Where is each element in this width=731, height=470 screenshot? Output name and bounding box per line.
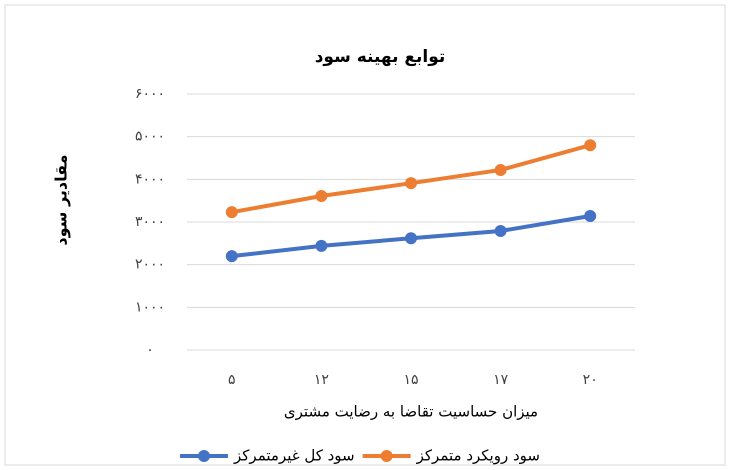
y-axis-label: مقادیر سود (52, 154, 71, 245)
legend-swatch-marker (380, 450, 393, 462)
chart-frame (4, 4, 726, 466)
y-tick-label: ۶۰۰۰ (135, 86, 165, 102)
data-point (584, 210, 597, 223)
x-tick-label: ۱۷ (493, 372, 509, 388)
data-point (315, 239, 328, 252)
x-tick-label: ۱۵ (403, 372, 418, 388)
data-point (584, 139, 597, 152)
x-axis-label: میزان حساسیت تقاضا به رضایت مشتری (284, 403, 538, 421)
x-tick-label: ۲۰ (583, 372, 598, 388)
data-point (494, 224, 507, 237)
x-tick-label: ۵ (228, 372, 236, 388)
data-point (405, 177, 417, 190)
y-tick-label: ۱۰۰۰ (135, 299, 165, 315)
chart-title: توابع بهینه سود (315, 47, 446, 67)
data-point (494, 163, 507, 176)
x-tick-label: ۱۲ (314, 372, 329, 388)
legend-label: سود رویکرد متمرکز (416, 447, 540, 465)
y-tick-label: ۴۰۰۰ (135, 171, 165, 187)
legend-swatch-marker (198, 450, 211, 462)
legend-label: سود کل غیرمتمرکز (233, 447, 355, 465)
y-tick-label: ۰ (146, 342, 154, 358)
data-point (225, 206, 238, 219)
data-point (405, 232, 417, 245)
data-point (225, 250, 238, 263)
y-tick-label: ۳۰۰۰ (135, 214, 165, 230)
data-point (315, 189, 328, 202)
y-tick-label: ۵۰۰۰ (135, 129, 165, 145)
y-tick-label: ۲۰۰۰ (135, 257, 165, 273)
